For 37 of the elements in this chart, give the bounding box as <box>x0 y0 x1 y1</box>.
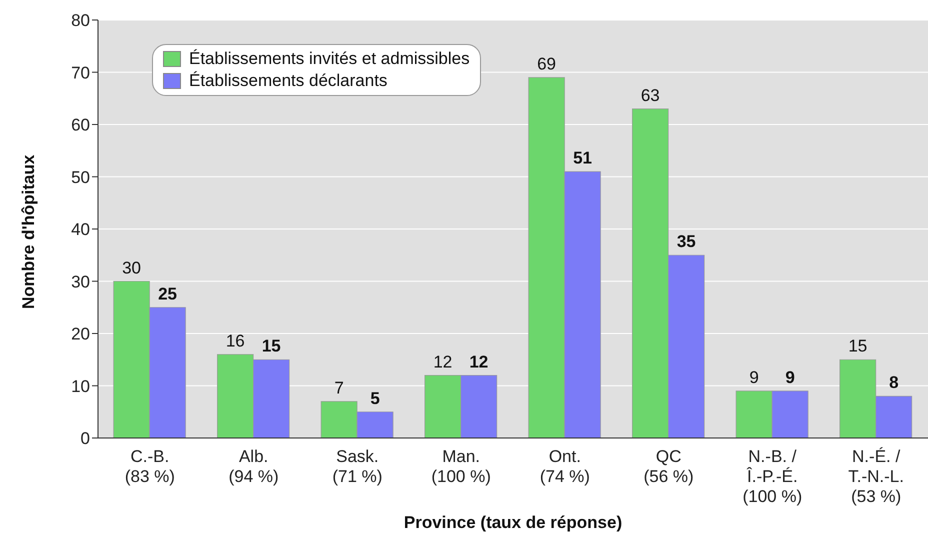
x-tick-label: QC (56 %) <box>644 447 694 486</box>
y-tick-label: 80 <box>71 11 90 30</box>
data-label: 51 <box>573 148 592 168</box>
data-label: 69 <box>537 54 556 74</box>
x-tick-label: Sask. (71 %) <box>332 447 382 486</box>
x-tick-label: N.-B. / Î.-P.-É. (100 %) <box>742 447 802 506</box>
data-label: 9 <box>785 368 795 387</box>
data-label: 9 <box>749 368 759 387</box>
data-label: 12 <box>469 352 488 372</box>
x-axis-title: Province (taux de réponse) <box>404 513 622 532</box>
data-label: 5 <box>370 388 380 408</box>
data-label: 16 <box>226 331 245 350</box>
y-tick-label: 0 <box>80 429 90 448</box>
data-label: 63 <box>640 86 660 105</box>
data-label: 12 <box>433 352 452 372</box>
y-tick-label: 50 <box>71 168 90 187</box>
data-label: 30 <box>122 258 142 278</box>
y-tick-label: 40 <box>71 220 90 240</box>
data-label: 15 <box>848 336 868 356</box>
x-tick-label: C.-B. (83 %) <box>124 447 175 486</box>
y-tick-label: 10 <box>71 376 90 396</box>
x-tick-label: Man. (100 %) <box>431 447 491 486</box>
y-tick-label: 60 <box>71 116 90 135</box>
y-tick-label: 30 <box>71 272 90 292</box>
data-label: 25 <box>158 284 178 304</box>
data-label: 7 <box>334 378 344 398</box>
x-tick-label: Ont. (74 %) <box>540 447 590 486</box>
y-tick-label: 70 <box>71 63 90 82</box>
legend-label: Établissements invités et admissibles <box>189 49 470 69</box>
legend-label: Établissements déclarants <box>189 71 388 91</box>
data-label: 8 <box>889 373 899 392</box>
x-tick-label: Alb. (94 %) <box>228 447 279 486</box>
data-label: 35 <box>676 232 696 252</box>
data-label: 15 <box>262 336 281 356</box>
y-axis-title: Nombre d'hôpitaux <box>19 154 38 309</box>
y-tick-label: 20 <box>71 324 90 344</box>
x-tick-label: N.-É. / T.-N.-L. (53 %) <box>848 447 904 506</box>
